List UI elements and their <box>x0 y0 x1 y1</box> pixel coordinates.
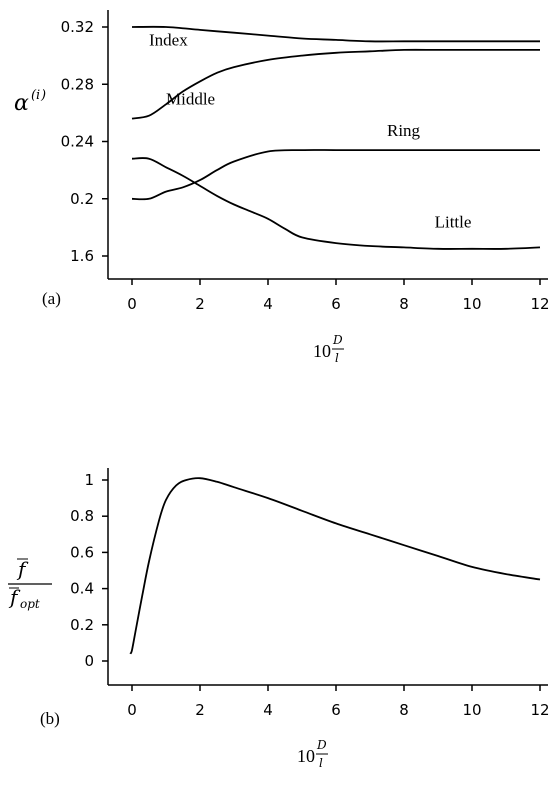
x-tick-label: 2 <box>195 295 205 313</box>
svg-text:10: 10 <box>297 746 315 766</box>
series-label-middle: Middle <box>166 89 215 108</box>
panel-b: 0 2 4 6 8 10 12 0 0.2 0.4 0.6 0.8 1 (b) f f opt 10 D… <box>8 468 550 770</box>
svg-text:D: D <box>316 738 327 752</box>
y-tick-label: 0.4 <box>70 580 94 598</box>
series-label-index: Index <box>149 31 188 50</box>
svg-text:f: f <box>16 557 29 581</box>
panel-a-ticks: 0 2 4 6 8 10 12 1.6 0.2 0.24 0.28 0.32 <box>61 18 550 313</box>
panel-a: 0 2 4 6 8 10 12 1.6 0.2 0.24 0.28 0.32 Index Middle R… <box>14 10 550 365</box>
series-line-middle <box>131 48 540 120</box>
x-tick-label: 12 <box>530 295 549 313</box>
x-tick-label: 4 <box>263 701 273 719</box>
x-tick-label: 0 <box>127 295 137 313</box>
panel-b-curves <box>129 477 541 655</box>
panel-a-curves <box>131 25 541 250</box>
panel-b-ticks: 0 2 4 6 8 10 12 0 0.2 0.4 0.6 0.8 1 <box>70 471 549 719</box>
panel-a-annotations: Index Middle Ring Little <box>149 31 471 232</box>
x-tick-label: 6 <box>331 701 341 719</box>
y-tick-label: 0.28 <box>61 75 94 93</box>
y-tick-label: 0.2 <box>70 190 94 208</box>
y-tick-label: 0.2 <box>70 616 94 634</box>
y-tick-label: 0.32 <box>61 18 94 36</box>
panel-b-ylabel: f f opt <box>8 557 52 611</box>
x-tick-label: 0 <box>127 701 137 719</box>
panel-a-label: (a) <box>42 289 61 308</box>
series-label-ring: Ring <box>387 121 421 140</box>
svg-text:l: l <box>335 351 339 365</box>
y-tick-label: 0.8 <box>70 507 94 525</box>
x-tick-label: 12 <box>530 701 549 719</box>
svg-text:D: D <box>332 333 343 347</box>
series-line-ratio <box>129 477 541 655</box>
svg-text:opt: opt <box>20 597 40 611</box>
y-tick-label: 0.6 <box>70 543 94 561</box>
svg-text:10: 10 <box>313 341 331 361</box>
x-tick-label: 2 <box>195 701 205 719</box>
y-tick-label: 1.6 <box>70 247 94 265</box>
x-tick-label: 8 <box>399 701 409 719</box>
x-tick-label: 4 <box>263 295 273 313</box>
svg-text:α: α <box>14 91 29 116</box>
svg-text:): ) <box>40 88 46 103</box>
series-line-index <box>131 25 540 43</box>
x-tick-label: 6 <box>331 295 341 313</box>
x-tick-label: 10 <box>462 701 481 719</box>
panel-a-ylabel: α ( i ) <box>14 88 46 116</box>
series-line-ring <box>131 149 540 201</box>
panel-a-xlabel: 10 D l <box>313 333 344 365</box>
y-tick-label: 0.24 <box>61 133 94 151</box>
svg-text:l: l <box>319 756 323 770</box>
svg-text:i: i <box>36 88 40 103</box>
y-tick-label: 0 <box>84 652 94 670</box>
x-tick-label: 10 <box>462 295 481 313</box>
series-line-little <box>131 157 541 250</box>
y-tick-label: 1 <box>84 471 94 489</box>
svg-text:(: ( <box>31 88 37 103</box>
panel-b-label: (b) <box>40 709 60 728</box>
panel-b-xlabel: 10 D l <box>297 738 328 770</box>
series-label-little: Little <box>435 212 472 231</box>
x-tick-label: 8 <box>399 295 409 313</box>
